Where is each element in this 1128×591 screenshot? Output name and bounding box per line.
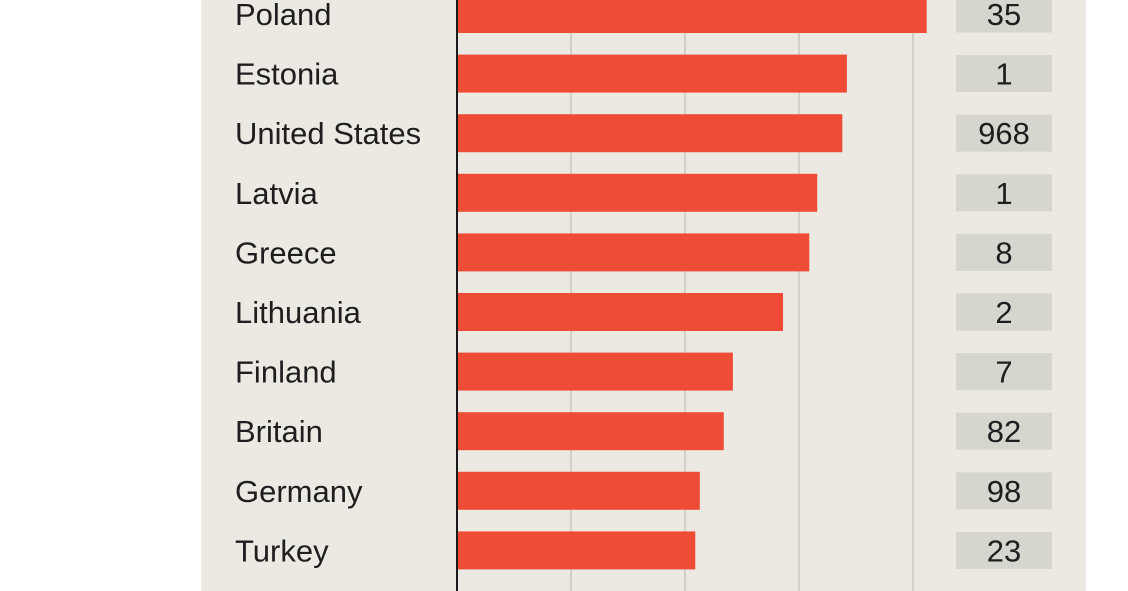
value-label: 2 [995, 295, 1012, 330]
value-box [956, 233, 1052, 271]
value-box [956, 531, 1052, 569]
value-label: 7 [995, 355, 1012, 390]
bars [457, 0, 927, 570]
bar [457, 54, 847, 93]
value-label: 1 [995, 57, 1012, 92]
country-labels: Poland Estonia United States Latvia Greece Li… [235, 0, 421, 568]
value-box [956, 114, 1052, 152]
country-label: Greece [235, 235, 337, 270]
country-label: Poland [235, 0, 332, 32]
value-box [956, 353, 1052, 391]
country-label: Latvia [235, 176, 318, 211]
country-label: Britain [235, 414, 323, 449]
value-label: 968 [978, 116, 1030, 151]
value-box [956, 55, 1052, 93]
value-box [956, 472, 1052, 510]
bar [457, 173, 818, 212]
value-label: 98 [987, 474, 1021, 509]
value-box [956, 293, 1052, 331]
value-box [956, 0, 1052, 33]
bar [457, 0, 927, 33]
country-label: Turkey [235, 533, 329, 568]
value-label: 23 [987, 533, 1021, 568]
country-label: Finland [235, 355, 337, 390]
bar [457, 114, 843, 153]
value-box [956, 412, 1052, 450]
value-label: 82 [987, 414, 1021, 449]
value-box [956, 174, 1052, 212]
value-label: 1 [995, 176, 1012, 211]
bar [457, 471, 700, 510]
country-label: United States [235, 116, 421, 151]
bar [457, 233, 810, 272]
bar [457, 531, 696, 570]
value-label: 35 [987, 0, 1021, 32]
country-label: Germany [235, 474, 363, 509]
country-label: Estonia [235, 57, 339, 92]
value-label: 8 [995, 235, 1012, 270]
bar [457, 352, 733, 391]
bar [457, 293, 784, 331]
bar [457, 412, 724, 451]
country-label: Lithuania [235, 295, 362, 330]
